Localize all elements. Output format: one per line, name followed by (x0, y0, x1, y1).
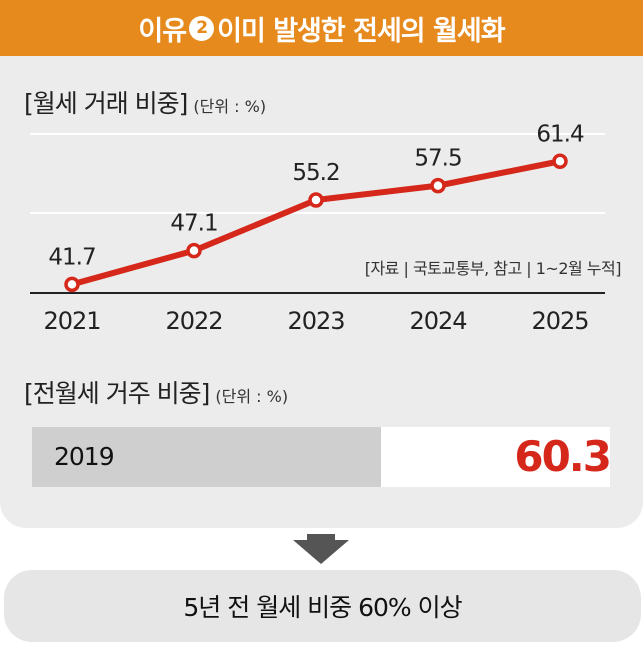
x-tick-label: 2021 (43, 307, 100, 335)
residence-bar-label: 2019 (54, 442, 115, 471)
data-point (64, 276, 80, 293)
source-note: [자료 | 국토교통부, 참고 | 1~2월 누적] (364, 259, 622, 278)
x-tick-label: 2022 (165, 307, 222, 335)
header-title-pre: 이유 (138, 15, 187, 47)
data-point (552, 153, 568, 169)
down-arrow-icon (293, 534, 349, 564)
header-title-post: 이미 발생한 전세의 월세화 (217, 15, 505, 47)
section1-title: [월세 거래 비중] (단위 : %) (24, 84, 266, 120)
section1-unit: (단위 : %) (193, 97, 267, 116)
data-label: 57.5 (414, 146, 461, 172)
data-label: 47.1 (170, 211, 217, 237)
data-point (308, 192, 324, 208)
section2-title-text: [전월세 거주 비중] (24, 379, 210, 408)
data-label: 41.7 (48, 244, 95, 270)
x-tick-label: 2023 (287, 307, 344, 335)
x-tick-label: 2025 (531, 307, 588, 335)
conclusion-box: 5년 전 월세 비중 60% 이상 (4, 570, 641, 642)
line-chart: 41.7 2021 47.1 2022 55.2 2023 57.5 2024 61.4 2025 (30, 121, 605, 335)
section2-unit: (단위 : %) (215, 387, 289, 406)
section1-title-text: [월세 거래 비중] (24, 89, 188, 118)
x-tick-label: 2024 (409, 307, 466, 335)
data-label: 55.2 (292, 160, 339, 186)
data-label: 61.4 (536, 121, 584, 147)
section2-title: [전월세 거주 비중] (단위 : %) (24, 374, 288, 410)
residence-bar-track: 2019 60.3 (32, 427, 612, 487)
data-point (430, 177, 446, 194)
residence-bar-fill (32, 427, 381, 487)
residence-bar-value: 60.3 (514, 432, 612, 481)
data-point (186, 242, 202, 259)
number-badge: 2 (189, 15, 215, 41)
header-banner: 이유 2 이미 발생한 전세의 월세화 (0, 0, 643, 56)
